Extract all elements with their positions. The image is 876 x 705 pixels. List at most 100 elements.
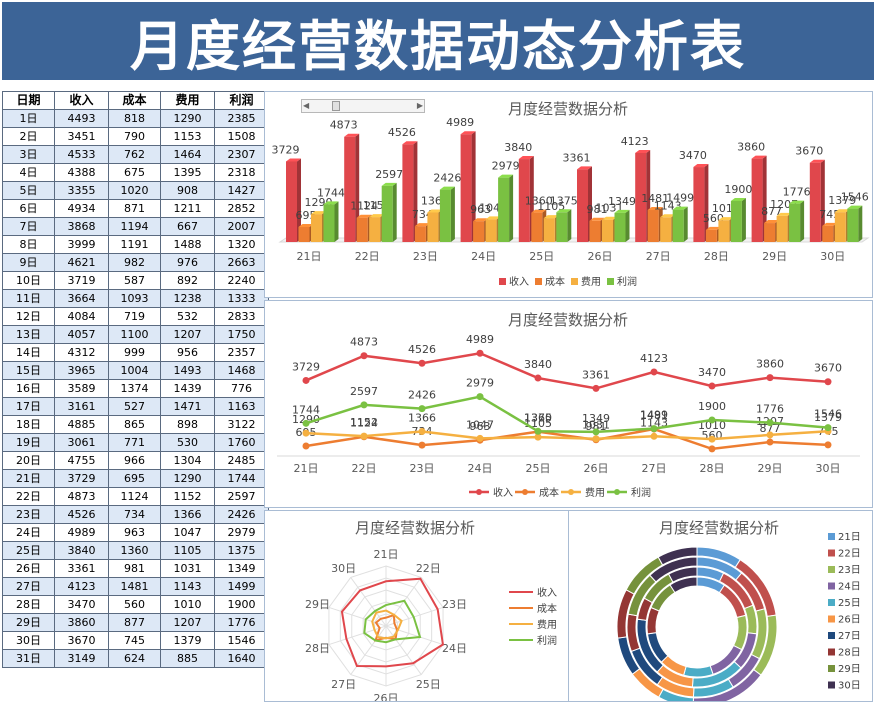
value-cell: 1333 [214, 289, 269, 308]
date-cell: 23日 [2, 505, 55, 524]
value-cell: 4755 [54, 451, 109, 470]
bar [635, 152, 647, 242]
date-cell: 3日 [2, 145, 55, 164]
bar-top [834, 209, 850, 213]
value-cell: 1760 [214, 433, 269, 452]
date-cell: 31日 [2, 649, 55, 668]
data-label: 1379 [828, 194, 856, 207]
bar-top [311, 211, 326, 215]
value-cell: 956 [160, 343, 215, 362]
x-tick-label: 25日 [529, 250, 554, 263]
data-label: 1499 [640, 409, 668, 422]
legend-label: 费用 [537, 618, 557, 631]
bar-top [614, 209, 630, 213]
bar [381, 185, 393, 242]
donut-segment [669, 576, 698, 594]
data-label: 1900 [724, 183, 752, 196]
value-cell: 1439 [160, 379, 215, 398]
legend-swatch [571, 278, 578, 285]
bar-side [858, 205, 863, 242]
series-line [305, 395, 829, 434]
date-cell: 28日 [2, 595, 55, 614]
scroll-thumb[interactable] [332, 101, 340, 111]
data-label: 4989 [446, 116, 474, 129]
data-point [650, 368, 658, 376]
chart-title: 月度经营数据分析 [355, 519, 475, 537]
bar-top [751, 155, 767, 159]
data-label: 4123 [640, 352, 668, 365]
radar-series [363, 599, 422, 644]
table-header-cell: 利润 [214, 91, 269, 110]
bar [402, 144, 414, 242]
legend-label: 利润 [631, 486, 651, 499]
date-cell: 18日 [2, 415, 55, 434]
value-cell: 3061 [54, 433, 109, 452]
bar [439, 189, 451, 242]
bar-top [381, 182, 397, 186]
radar-spoke [328, 625, 387, 646]
value-cell: 1207 [160, 613, 215, 632]
bar-side [509, 174, 514, 242]
date-cell: 29日 [2, 613, 55, 632]
value-cell: 2663 [214, 253, 269, 272]
value-cell: 527 [108, 397, 161, 416]
date-cell: 22日 [2, 487, 55, 506]
value-cell: 871 [108, 199, 161, 218]
data-label: 3470 [679, 149, 707, 162]
bar-top [822, 222, 838, 226]
value-cell: 3451 [54, 127, 109, 146]
legend-label: 23日 [838, 565, 861, 576]
value-cell: 4873 [54, 487, 109, 506]
bar-top [693, 164, 709, 168]
series-line [305, 429, 829, 441]
bar-top [705, 226, 721, 230]
data-point [534, 374, 542, 382]
data-label: 4526 [388, 126, 416, 139]
value-cell: 1320 [214, 235, 269, 254]
data-label: 3670 [814, 362, 842, 375]
table-row: 25日 3840 1360 1105 1375 [2, 541, 269, 560]
value-cell: 3860 [54, 613, 109, 632]
value-cell: 532 [160, 307, 215, 326]
value-cell: 4123 [54, 577, 109, 596]
value-cell: 4989 [54, 523, 109, 542]
table-row: 20日 4755 966 1304 2485 [2, 451, 269, 470]
value-cell: 865 [108, 415, 161, 434]
data-point [302, 442, 310, 450]
bar-top [439, 186, 455, 190]
radar-chart: 月度经营数据分析 21日 22日 23日 24日 25日 26日 27日 28日 29日 30日收入… [305, 519, 557, 701]
legend-swatch [828, 549, 835, 557]
scroll-right-arrow-icon[interactable]: ▶ [416, 101, 423, 110]
bar-side [392, 182, 397, 242]
value-cell: 1349 [214, 559, 269, 578]
data-label: 3361 [563, 151, 591, 164]
data-label: 3729 [272, 143, 300, 156]
data-point [592, 428, 600, 436]
legend-swatch [828, 648, 835, 656]
bar-top [718, 217, 734, 221]
bar [834, 212, 846, 242]
value-cell: 3122 [214, 415, 269, 434]
legend-swatch [607, 278, 614, 285]
table-row: 13日 4057 1100 1207 1750 [2, 325, 269, 344]
data-point [360, 432, 368, 440]
data-point [418, 427, 426, 435]
data-point [418, 359, 426, 367]
value-cell: 1640 [214, 649, 269, 668]
table-row: 27日 4123 1481 1143 1499 [2, 577, 269, 596]
scroll-left-arrow-icon[interactable]: ◀ [303, 101, 310, 110]
bar-side [334, 201, 339, 242]
value-cell: 3664 [54, 289, 109, 308]
bar-side [704, 164, 709, 242]
data-label: 1290 [292, 413, 320, 426]
bar [693, 167, 705, 242]
legend-swatch [828, 533, 835, 540]
value-cell: 695 [108, 469, 161, 488]
bar [498, 177, 510, 242]
table-header-cell: 费用 [160, 91, 215, 110]
date-scrollbar[interactable]: ◀ ▶ [301, 99, 425, 113]
legend-swatch [828, 566, 835, 573]
value-cell: 3361 [54, 559, 109, 578]
value-cell: 2485 [214, 451, 269, 470]
x-tick-label: 27日 [642, 462, 667, 475]
